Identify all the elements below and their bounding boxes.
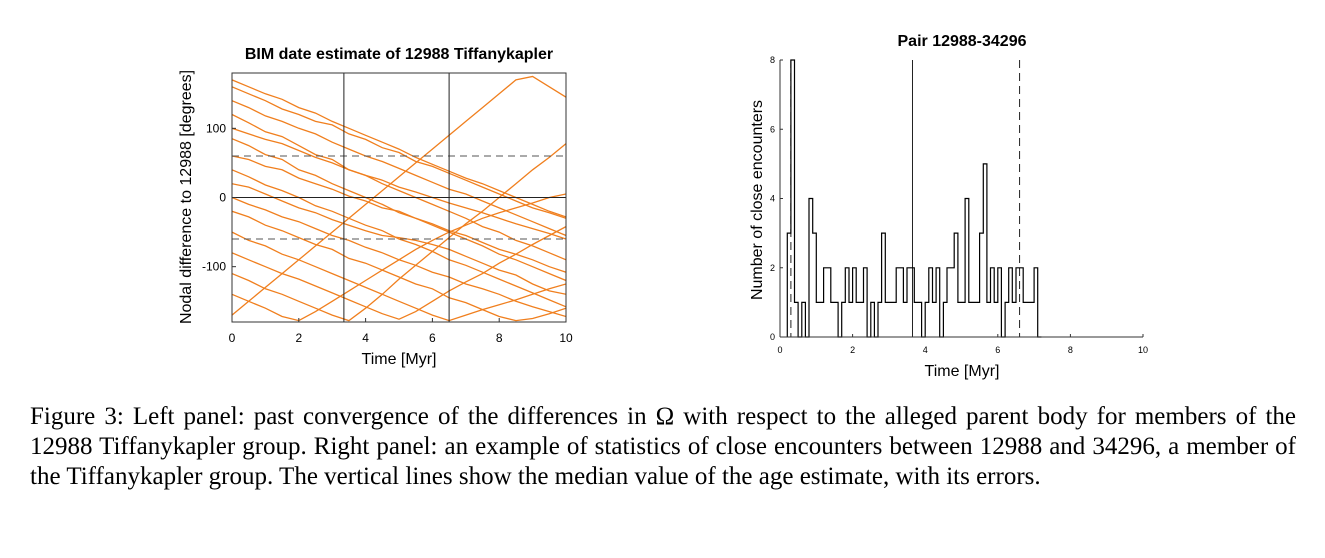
left-x-tick-label-5: 10 [559,331,573,345]
right-y-tick-label-4: 8 [770,55,775,65]
right-reference-lines [790,60,1021,337]
left-x-tick-label-2: 4 [362,331,369,345]
left-series-line-14 [232,75,566,316]
right-y-axis-label: Number of close encounters [749,100,766,300]
left-reference-lines [232,73,566,322]
right-x-tick-label-3: 6 [995,345,1000,355]
left-series-group [232,75,566,322]
left-series-line-0 [232,86,566,219]
left-x-tick-label-0: 0 [229,331,236,345]
figure-caption: Figure 3: Left panel: past convergence o… [30,403,1296,490]
right-axis-ticks: 0 2 4 6 8 10 0 2 4 6 8 [770,55,1148,355]
right-chart-title: Pair 12988-34296 [898,33,1027,50]
left-series-line-15 [232,100,566,237]
left-series-line-3 [232,169,566,308]
left-x-tick-label-3: 6 [429,331,436,345]
right-y-tick-label-2: 4 [770,194,775,204]
left-x-axis-label: Time [Myr] [362,351,437,368]
right-panel: Pair 12988-34296 0 2 4 6 8 10 0 2 4 6 8 Time [Myr]… [749,33,1148,380]
left-series-line-6 [232,231,566,322]
left-series-line-7 [232,226,566,320]
left-series-line-8 [232,143,566,322]
right-y-tick-label-3: 6 [770,124,775,134]
left-y-tick-label-0: 100 [206,121,226,135]
left-series-line-5 [232,210,566,322]
right-histogram-step [786,59,1042,338]
right-y-tick-label-1: 2 [770,263,775,273]
right-x-tick-label-5: 10 [1138,345,1148,355]
left-series-line-4 [232,183,566,295]
left-series-line-11 [232,155,566,273]
left-y-axis-label: Nodal difference to 12988 [degrees] [178,70,195,324]
left-series-line-10 [232,79,566,218]
left-x-tick-label-4: 8 [496,331,503,345]
right-x-tick-label-0: 0 [777,345,782,355]
right-x-tick-label-2: 4 [923,345,928,355]
figure-panels: BIM date estimate of 12988 Tiffanykapler… [178,33,1148,380]
left-panel: BIM date estimate of 12988 Tiffanykapler… [178,46,573,368]
left-y-tick-label-1: 0 [219,191,226,205]
left-axis-ticks: 0 2 4 6 8 10 100 0 -100 [202,121,573,345]
right-x-tick-label-1: 2 [850,345,855,355]
left-series-line-12 [232,196,566,318]
right-y-tick-label-0: 0 [770,332,775,342]
right-x-tick-label-4: 8 [1068,345,1073,355]
left-y-tick-label-2: -100 [202,260,226,274]
left-series-line-1 [232,113,566,261]
left-x-tick-label-1: 2 [295,331,302,345]
left-chart-title: BIM date estimate of 12988 Tiffanykapler [245,46,553,63]
left-series-line-13 [232,127,566,240]
right-x-axis-label: Time [Myr] [925,363,1000,380]
